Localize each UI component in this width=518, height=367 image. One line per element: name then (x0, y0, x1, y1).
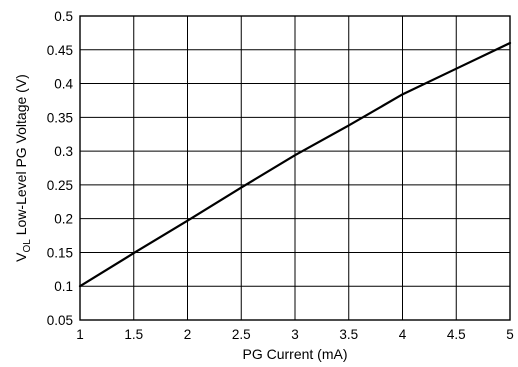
x-tick-label: 3.5 (339, 327, 358, 342)
y-tick-label: 0.05 (47, 313, 73, 328)
x-tick-label: 1 (76, 327, 84, 342)
y-tick-label: 0.2 (54, 212, 73, 227)
x-tick-label: 2 (184, 327, 192, 342)
series-line (78, 41, 512, 288)
y-axis-title-rest: Low-Level PG Voltage (V) (13, 74, 29, 239)
x-tick-label: 3 (291, 327, 299, 342)
y-axis-title-subscript: OL (22, 239, 33, 253)
y-tick-label: 0.35 (47, 110, 73, 125)
y-tick-label: 0.5 (54, 9, 73, 24)
y-tick-label: 0.45 (47, 43, 73, 58)
grid-lines (79, 15, 511, 321)
x-tick-labels: 1 1.5 2 2.5 3 3.5 4 4.5 5 (76, 327, 514, 342)
x-tick-label: 4 (399, 327, 407, 342)
series-group (78, 41, 512, 288)
y-tick-label: 0.1 (54, 279, 73, 294)
x-tick-label: 4.5 (447, 327, 466, 342)
y-tick-label: 0.4 (54, 77, 73, 92)
y-tick-label: 0.15 (47, 245, 73, 260)
x-tick-label: 1.5 (124, 327, 143, 342)
plot-frame (79, 15, 511, 321)
y-axis-title-prefix: V (13, 252, 29, 262)
x-tick-label: 2.5 (232, 327, 251, 342)
y-tick-label: 0.25 (47, 178, 73, 193)
x-tick-label: 5 (506, 327, 514, 342)
y-axis-title: VOL Low-Level PG Voltage (V) (13, 74, 33, 262)
x-axis-title: PG Current (mA) (242, 346, 347, 362)
y-tick-label: 0.3 (54, 144, 73, 159)
y-tick-labels: 0.05 0.1 0.15 0.2 0.25 0.3 0.35 0.4 0.45 0.5 (47, 9, 74, 328)
